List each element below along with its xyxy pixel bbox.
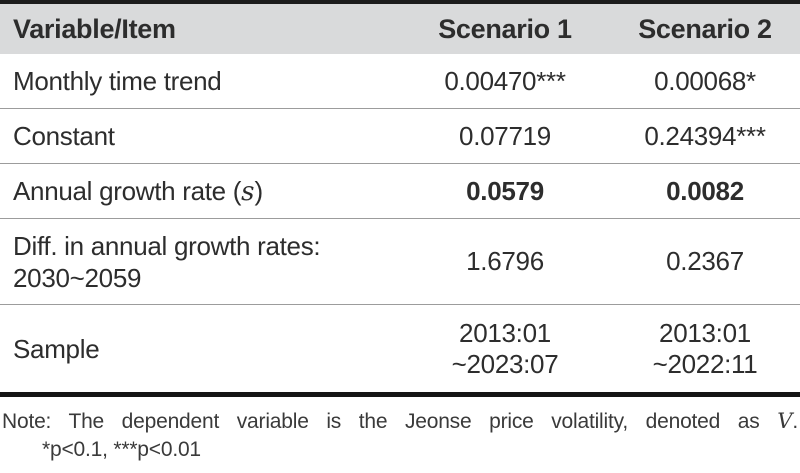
row-label: Diff. in annual growth rates: 2030~2059: [0, 230, 400, 294]
scenario2-value: 0.0082: [666, 175, 744, 206]
label-text: ): [254, 175, 263, 206]
header-scenario-2: Scenario 2: [638, 13, 772, 44]
sample-period-line-2: ~2022:11: [652, 348, 758, 379]
variable-s-symbol: s: [241, 176, 255, 207]
note-text: Note: The dependent variable is the Jeon…: [2, 410, 778, 433]
sample-period-line-1: 2013:01: [659, 317, 751, 348]
scenario2-value: 2013:01 ~2022:11: [610, 318, 800, 380]
scenario2-value: 0.00068*: [654, 65, 756, 96]
table-note: Note: The dependent variable is the Jeon…: [0, 407, 800, 464]
table-row-diff-annual-growth-rates: Diff. in annual growth rates: 2030~2059 …: [0, 218, 800, 304]
table-row-constant: Constant 0.07719 0.24394***: [0, 108, 800, 163]
table-row-sample: Sample 2013:01 ~2023:07 2013:01 ~2022:11: [0, 304, 800, 392]
row-label: Monthly time trend: [13, 66, 222, 96]
scenario2-value: 0.2367: [666, 246, 744, 276]
label-text: Annual growth rate (: [13, 175, 242, 206]
variable-v-symbol: V: [777, 409, 793, 433]
table-row-monthly-time-trend: Monthly time trend 0.00470*** 0.00068*: [0, 54, 800, 108]
row-label: Annual growth rate (s): [0, 175, 400, 208]
scenario2-value: 0.24394***: [644, 120, 766, 151]
row-label: Constant: [13, 121, 115, 151]
row-label: Sample: [13, 333, 100, 364]
header-scenario-1: Scenario 1: [438, 13, 572, 44]
scenario1-value: 1.6796: [466, 246, 544, 276]
label-line-2: 2030~2059: [13, 262, 142, 293]
note-text-period: .: [792, 410, 798, 433]
note-line-2: *p<0.1, ***p<0.01: [42, 438, 201, 461]
scenario1-value: 0.07719: [459, 120, 551, 151]
scenario1-value: 2013:01 ~2023:07: [400, 318, 610, 380]
note-line-1: Note: The dependent variable is the Jeon…: [0, 407, 800, 436]
scenario1-value: 0.00470***: [444, 65, 566, 96]
sample-period-line-1: 2013:01: [459, 317, 551, 348]
header-variable-item: Variable/Item: [13, 14, 176, 44]
results-table: Variable/Item Scenario 1 Scenario 2 Mont…: [0, 0, 800, 397]
scenario1-value: 0.0579: [466, 175, 544, 206]
label-line-1: Diff. in annual growth rates:: [13, 230, 321, 261]
sample-period-line-2: ~2023:07: [451, 348, 559, 379]
table-header-row: Variable/Item Scenario 1 Scenario 2: [0, 4, 800, 54]
table-row-annual-growth-rate: Annual growth rate (s) 0.0579 0.0082: [0, 163, 800, 218]
